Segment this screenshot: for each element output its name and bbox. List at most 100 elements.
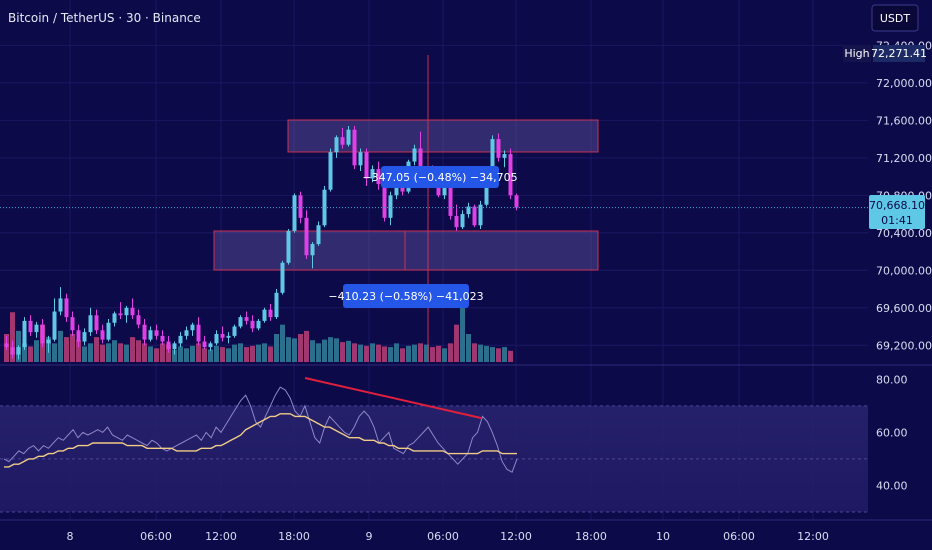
zone-rectangles bbox=[213, 119, 599, 271]
volume-bar bbox=[412, 344, 417, 362]
volume-bar bbox=[190, 345, 195, 362]
volume-bar bbox=[178, 346, 183, 362]
candle-body bbox=[202, 341, 207, 348]
volume-bar bbox=[346, 340, 351, 362]
volume-bar bbox=[100, 344, 105, 362]
candle-body bbox=[454, 215, 459, 228]
volume-bar bbox=[22, 343, 27, 362]
candle-body bbox=[250, 320, 255, 329]
time-tick-label: 18:00 bbox=[575, 530, 607, 543]
candle-body bbox=[298, 195, 303, 218]
volume-bar bbox=[364, 345, 369, 362]
candle-body bbox=[106, 322, 111, 340]
candle-body bbox=[304, 217, 309, 256]
measure-text-upper: −347.05 (−0.48%) −34,705 bbox=[362, 171, 517, 184]
candle-body bbox=[340, 137, 345, 145]
volume-bar bbox=[298, 334, 303, 362]
volume-bar bbox=[220, 347, 225, 362]
volume-bar bbox=[418, 343, 423, 362]
candle-body bbox=[412, 148, 417, 162]
volume-bar bbox=[148, 346, 153, 362]
last-price-tag: 70,668.10 01:41 bbox=[869, 195, 925, 229]
candle-body bbox=[382, 184, 387, 218]
rsi-ma-line bbox=[4, 413, 517, 468]
candle-body bbox=[490, 139, 495, 171]
volume-bar bbox=[154, 348, 159, 362]
volume-bars bbox=[4, 306, 513, 362]
candle-body bbox=[64, 298, 69, 318]
last-price-value: 70,668.10 bbox=[869, 199, 925, 212]
high-value: 72,271.41 bbox=[871, 47, 927, 60]
price-tick-label: 71,200.00 bbox=[876, 152, 932, 165]
volume-bar bbox=[502, 347, 507, 362]
candle-body bbox=[346, 129, 351, 145]
candle-body bbox=[418, 148, 423, 177]
candle-body bbox=[226, 335, 231, 338]
time-tick-label: 12:00 bbox=[500, 530, 532, 543]
volume-bar bbox=[376, 344, 381, 362]
high-marker: High 72,271.41 bbox=[843, 45, 927, 62]
candle-body bbox=[220, 334, 225, 338]
candle-body bbox=[58, 298, 63, 312]
candle-body bbox=[76, 330, 81, 342]
candle-body bbox=[136, 315, 141, 325]
candle-body bbox=[472, 206, 477, 226]
time-tick-label: 12:00 bbox=[205, 530, 237, 543]
time-tick-label: 06:00 bbox=[140, 530, 172, 543]
price-tick-label: 71,600.00 bbox=[876, 114, 932, 127]
candle-body bbox=[502, 154, 507, 158]
volume-bar bbox=[334, 338, 339, 362]
measure-text-lower: −410.23 (−0.58%) −41,023 bbox=[328, 290, 483, 303]
volume-bar bbox=[76, 340, 81, 362]
time-tick-label: 8 bbox=[67, 530, 74, 543]
volume-bar bbox=[184, 348, 189, 362]
measure-tag-upper: −347.05 (−0.48%) −34,705 bbox=[362, 166, 518, 188]
volume-bar bbox=[112, 340, 117, 362]
candle-body bbox=[10, 347, 15, 355]
candle-body bbox=[28, 320, 33, 333]
volume-bar bbox=[358, 344, 363, 362]
currency-button[interactable]: USDT bbox=[871, 4, 919, 32]
candle-body bbox=[52, 311, 57, 340]
candle-body bbox=[130, 307, 135, 316]
volume-bar bbox=[70, 334, 75, 362]
measure-annotations bbox=[0, 55, 868, 362]
divergence-line bbox=[304, 377, 482, 419]
candlesticks bbox=[4, 125, 519, 360]
candle-body bbox=[328, 152, 333, 190]
candle-body bbox=[334, 137, 339, 153]
volume-bar bbox=[454, 324, 459, 362]
volume-bar bbox=[52, 343, 57, 362]
volume-bar bbox=[460, 306, 465, 362]
candle-body bbox=[256, 320, 261, 329]
volume-bar bbox=[10, 312, 15, 362]
resistance-zone bbox=[287, 119, 599, 153]
price-tick-label: 69,600.00 bbox=[876, 302, 932, 315]
candle-body bbox=[118, 313, 123, 316]
candle-body bbox=[358, 152, 363, 166]
candle-body bbox=[148, 330, 153, 340]
rsi-line bbox=[3, 386, 518, 473]
volume-bar bbox=[160, 343, 165, 362]
volume-bar bbox=[232, 344, 237, 362]
volume-bar bbox=[202, 348, 207, 362]
candle-body bbox=[22, 320, 27, 348]
volume-bar bbox=[244, 347, 249, 362]
candle-body bbox=[364, 152, 369, 179]
volume-bar bbox=[286, 337, 291, 362]
candle-body bbox=[214, 334, 219, 344]
candle-body bbox=[46, 339, 51, 344]
volume-bar bbox=[406, 345, 411, 362]
volume-bar bbox=[124, 344, 129, 362]
price-tick-label: 70,000.00 bbox=[876, 264, 932, 277]
candle-body bbox=[352, 129, 357, 166]
time-axis: 8 06:00 12:00 18:00 9 06:00 12:00 18:00 10 06:00 1… bbox=[0, 519, 932, 543]
volume-bar bbox=[58, 330, 63, 362]
volume-bar bbox=[442, 348, 447, 362]
volume-bar bbox=[484, 345, 489, 362]
volume-bar bbox=[166, 344, 171, 362]
candle-body bbox=[112, 313, 117, 323]
volume-bar bbox=[256, 344, 261, 362]
